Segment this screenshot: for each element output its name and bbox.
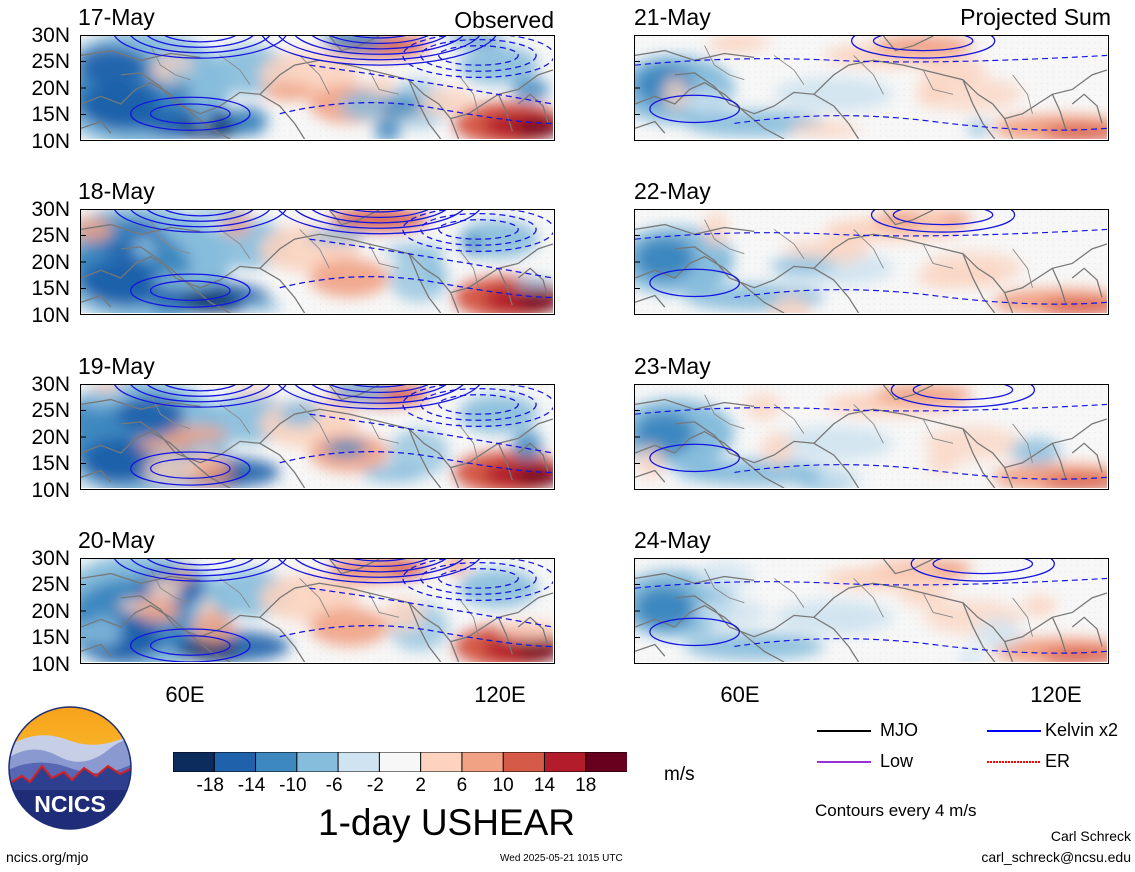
map-panel-right-2 (634, 209, 1109, 315)
chart-title: 1-day USHEAR (318, 802, 576, 843)
footer-timestamp: Wed 2025-05-21 1015 UTC (500, 853, 623, 864)
date-label-left-3: 19-May (78, 353, 155, 379)
observed-title: Observed (454, 7, 554, 33)
colorbar (172, 751, 629, 773)
colorbar-label-9: 14 (533, 775, 556, 796)
colorbar-swatch-7 (420, 751, 463, 773)
colorbar-swatch-10 (543, 751, 587, 773)
lat-tick-row1-20n: 20N (31, 76, 70, 100)
colorbar-label-1: -18 (196, 775, 224, 796)
lat-tick-row1-10n: 10N (31, 129, 70, 153)
colorbar-swatch-5 (337, 751, 381, 773)
colorbar-swatch-4 (296, 751, 340, 773)
lat-tick-row1-30n: 30N (31, 24, 70, 47)
map-panel-left-3 (80, 384, 555, 490)
map-panel-right-1 (634, 35, 1109, 141)
legend (815, 718, 1135, 783)
lon-tick-left-60: 60E (165, 682, 205, 707)
contour-note: Contours every 4 m/s (815, 801, 977, 820)
lat-tick-row2-15n: 15N (31, 277, 70, 301)
date-label-right-3: 23-May (634, 353, 711, 379)
lat-tick-row4-10n: 10N (31, 652, 70, 676)
colorbar-swatch-1 (172, 751, 216, 773)
colorbar-label-10: 18 (575, 775, 597, 796)
colorbar-label-3: -10 (279, 775, 307, 796)
date-label-right-4: 24-May (634, 527, 711, 553)
map-panel-left-1 (80, 35, 555, 141)
lat-tick-row3-20n: 20N (31, 425, 70, 449)
colorbar-swatch-2 (213, 751, 257, 773)
legend-label-low: Low (880, 751, 914, 771)
lon-tick-right-60: 60E (720, 682, 760, 707)
logo-text: NCICS (34, 791, 106, 817)
lat-tick-row3-10n: 10N (31, 478, 70, 502)
footer-email[interactable]: carl_schreck@ncsu.edu (981, 849, 1131, 865)
lat-tick-row2-20n: 20N (31, 250, 70, 274)
map-panel-right-3 (634, 384, 1109, 490)
lat-tick-row4-15n: 15N (31, 626, 70, 650)
lat-tick-row2-30n: 30N (31, 198, 70, 221)
colorbar-label-2: -14 (237, 775, 266, 796)
lat-tick-row1-15n: 15N (31, 103, 70, 127)
ncics-logo: NCICS (8, 706, 132, 830)
legend-label-kelvin: Kelvin x2 (1045, 720, 1119, 740)
colorbar-label-6: 2 (415, 775, 426, 796)
colorbar-swatch-11 (585, 751, 629, 773)
lat-tick-row4-30n: 30N (31, 547, 70, 570)
lat-tick-row4-25n: 25N (31, 573, 70, 597)
date-label-left-2: 18-May (78, 178, 155, 204)
legend-label-mjo: MJO (880, 720, 918, 740)
map-panel-left-2 (80, 209, 555, 315)
legend-label-er: ER (1045, 751, 1071, 771)
colorbar-label-5: -2 (366, 775, 384, 796)
lat-tick-row1-25n: 25N (31, 50, 70, 74)
lat-tick-row3-30n: 30N (31, 373, 70, 396)
lon-tick-right-120: 120E (1030, 682, 1082, 707)
lat-tick-row2-10n: 10N (31, 303, 70, 327)
date-label-right-1: 21-May (634, 4, 711, 30)
map-panel-left-4 (80, 558, 555, 664)
footer-author: Carl Schreck (1050, 828, 1131, 844)
date-label-right-2: 22-May (634, 178, 711, 204)
colorbar-swatch-6 (378, 751, 422, 773)
date-label-left-1: 17-May (78, 4, 155, 30)
colorbar-swatch-8 (461, 751, 505, 773)
footer-site[interactable]: ncics.org/mjo (6, 849, 89, 865)
lat-tick-row3-25n: 25N (31, 399, 70, 423)
projected-title: Projected Sum (960, 4, 1111, 30)
colorbar-label-8: 10 (492, 775, 514, 796)
colorbar-swatch-3 (255, 751, 298, 773)
lat-tick-row2-25n: 25N (31, 224, 70, 248)
lat-tick-row3-15n: 15N (31, 452, 70, 476)
lon-tick-left-120: 120E (474, 682, 526, 707)
lat-tick-row4-20n: 20N (31, 599, 70, 623)
units-label: m/s (664, 764, 695, 785)
colorbar-swatch-9 (502, 751, 546, 773)
colorbar-label-4: -6 (325, 775, 343, 796)
colorbar-label-7: 6 (456, 775, 468, 796)
date-label-left-4: 20-May (78, 527, 155, 553)
map-panel-right-4 (634, 558, 1109, 664)
